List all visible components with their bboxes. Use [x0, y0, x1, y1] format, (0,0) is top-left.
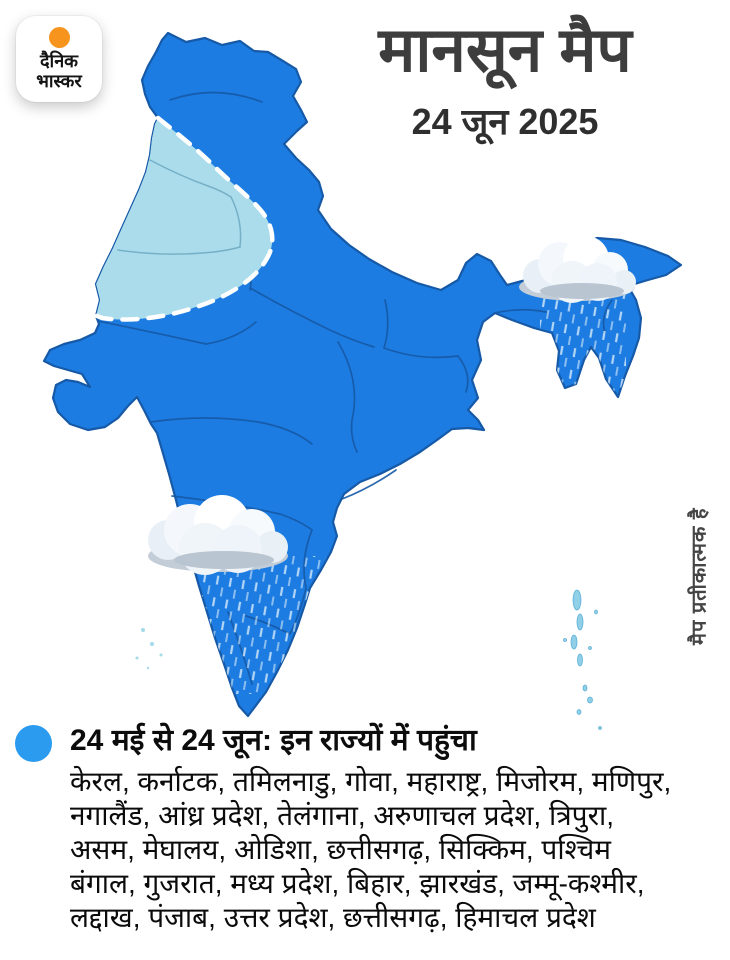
map-disclaimer: मैप प्रतीकात्मक है — [688, 507, 711, 646]
legend-dot-icon — [15, 725, 52, 762]
legend-states-line: असम, मेघालय, ओडिशा, छत्तीसगढ़, सिक्किम, … — [70, 834, 611, 865]
andaman-nicobar-islands — [563, 589, 602, 730]
header: मानसून मैप 24 जून 2025 — [285, 12, 725, 143]
rain-cloud-northeast-icon — [519, 236, 636, 303]
legend-states-line: बंगाल, गुजरात, मध्य प्रदेश, बिहार, झारखं… — [70, 868, 645, 899]
legend-heading: 24 मई से 24 जून: इन राज्यों में पहुंचा — [70, 724, 477, 757]
page-title: मानसून मैप — [378, 16, 632, 85]
legend-states-line: नगालैंड, आंध्र प्रदेश, तेलंगाना, अरुणाचल… — [70, 800, 615, 831]
legend-states-list: केरल, कर्नाटक, तमिलनाडु, गोवा, महाराष्ट्… — [70, 765, 717, 935]
lakshadweep-islands — [135, 628, 163, 670]
rain-cloud-southwest-icon — [148, 495, 288, 575]
not-covered-state-borders — [117, 159, 242, 255]
legend-heading-row: 24 मई से 24 जून: इन राज्यों में पहुंचा — [15, 722, 717, 762]
map-date: 24 जून 2025 — [411, 100, 599, 142]
legend-states-line: लद्दाख, पंजाब, उत्तर प्रदेश, छत्तीसगढ़, … — [70, 902, 596, 933]
legend: 24 मई से 24 जून: इन राज्यों में पहुंचा क… — [15, 722, 717, 935]
legend-states-line: केरल, कर्नाटक, तमिलनाडु, गोवा, महाराष्ट्… — [70, 766, 672, 797]
monsoon-not-covered-region — [96, 118, 273, 320]
logo-text-line2: भास्कर — [36, 71, 82, 91]
state-borders — [97, 91, 617, 685]
dainik-bhaskar-logo: दैनिक भास्कर — [16, 16, 102, 102]
logo-text-line1: दैनिक — [39, 50, 79, 71]
sun-icon — [48, 26, 70, 48]
